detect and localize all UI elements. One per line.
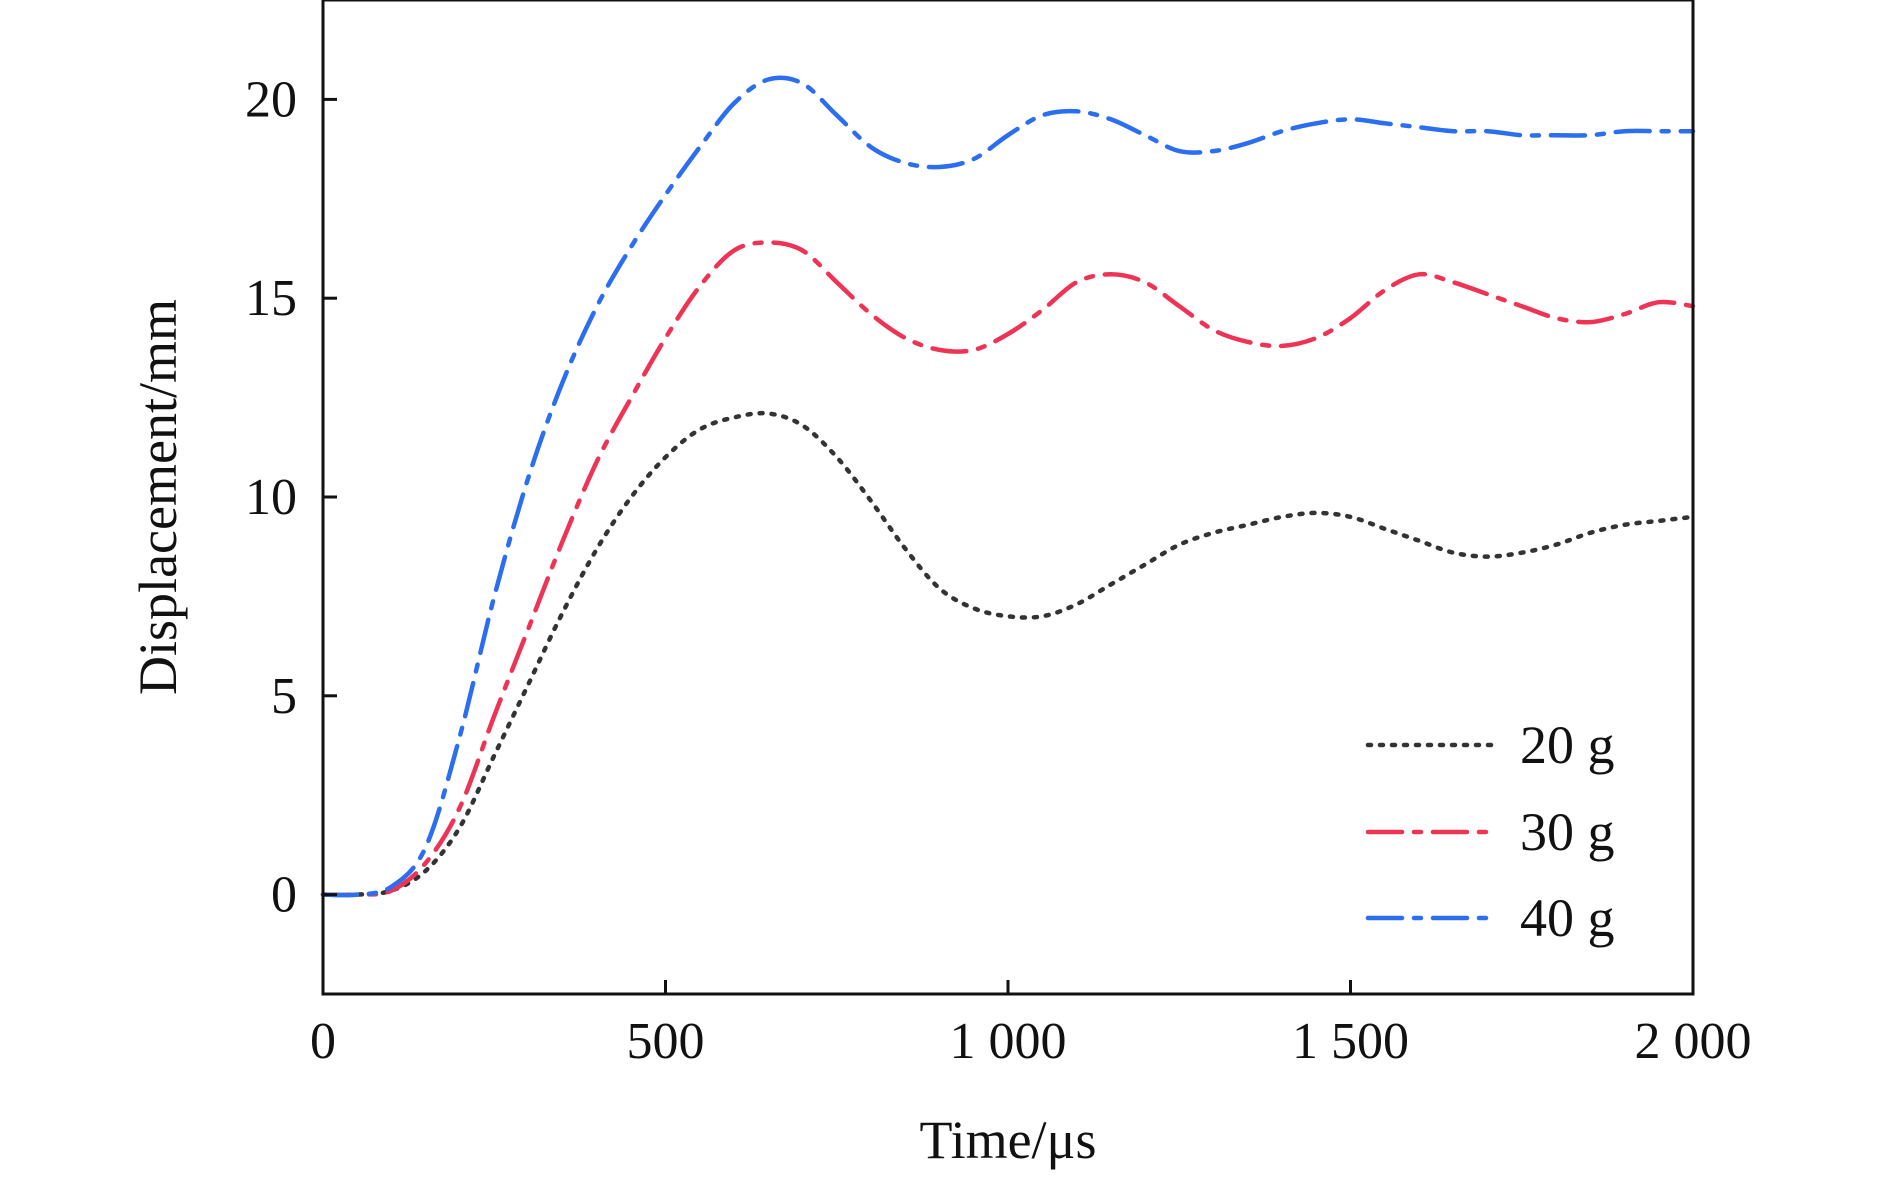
x-tick-label-2: 1 000 [950,1013,1067,1070]
legend-label-2: 40 g [1520,888,1615,948]
x-tick-label-0: 0 [310,1013,336,1070]
series-line-40-g [320,75,1696,898]
legend-label-1: 30 g [1520,802,1615,862]
series-line-20-g [320,410,1696,898]
legend-label-0: 20 g [1520,715,1615,775]
legend: 20 g 30 g 40 g [1365,715,1615,948]
x-tick-label-1: 500 [627,1013,705,1070]
y-tick-label-4: 20 [245,71,297,128]
x-tick-label-4: 2 000 [1635,1013,1752,1070]
x-tick-label-3: 1 500 [1292,1013,1409,1070]
series-layer [320,75,1696,898]
plot-area-frame [321,0,1695,996]
y-tick-label-0: 0 [271,867,297,924]
series-line-30-g [320,240,1696,898]
y-tick-label-1: 5 [271,668,297,725]
y-tick-label-2: 10 [245,469,297,526]
axis-ticks: 0 500 1 000 1 500 2 000 0 5 10 15 20 [245,71,1752,1070]
y-axis-label: Displacement/mm [128,299,188,695]
x-axis-label: Time/μs [919,1110,1096,1170]
y-tick-label-3: 15 [245,270,297,327]
